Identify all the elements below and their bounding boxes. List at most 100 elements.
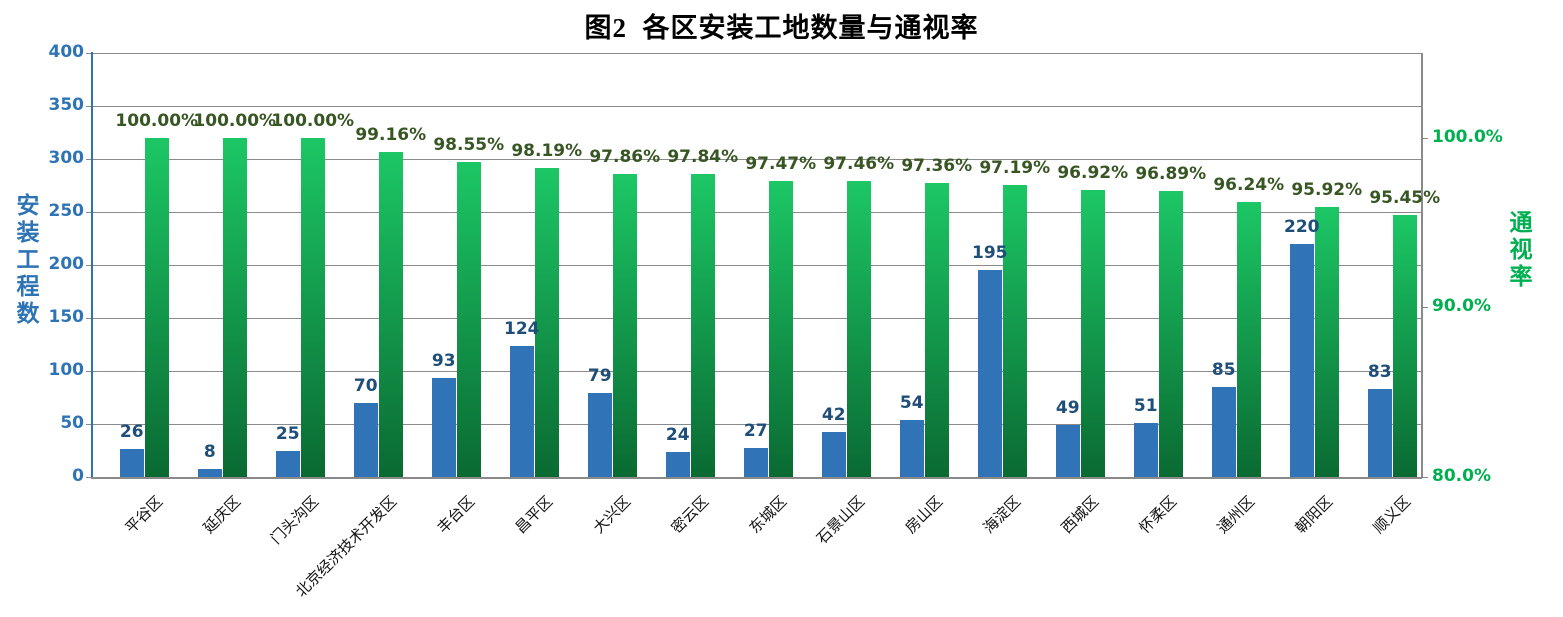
left-axis-line — [91, 52, 93, 478]
left-tick-label: 350 — [48, 95, 85, 115]
left-axis-tick — [86, 265, 93, 266]
left-axis-tick — [86, 106, 93, 107]
category-label: 海淀区 — [981, 493, 1025, 537]
category-label: 东城区 — [747, 493, 791, 537]
left-axis-title: 安装工程数 — [13, 193, 38, 328]
left-tick-label: 200 — [48, 254, 85, 274]
rate-label: 97.86% — [589, 147, 661, 168]
rate-label: 100.00% — [271, 110, 355, 131]
bar-visibility-rate — [924, 182, 949, 477]
left-tick-label: 150 — [48, 307, 85, 327]
bar-installations — [588, 393, 612, 477]
left-tick-label: 100 — [48, 360, 85, 380]
grid-line — [93, 371, 1421, 372]
bar-installations — [1212, 386, 1236, 477]
count-label: 25 — [275, 423, 300, 444]
bar-installations — [666, 451, 690, 477]
count-label: 54 — [899, 392, 924, 413]
rate-label: 99.16% — [355, 125, 427, 146]
rate-label: 95.45% — [1369, 187, 1441, 208]
rate-label: 100.00% — [115, 110, 199, 131]
bar-installations — [198, 468, 222, 477]
bar-visibility-rate — [690, 174, 715, 477]
count-label: 27 — [743, 421, 768, 442]
count-label: 8 — [203, 441, 216, 462]
category-label: 门头沟区 — [268, 493, 323, 548]
left-axis-tick — [86, 53, 93, 54]
left-axis-tick — [86, 371, 93, 372]
count-label: 124 — [504, 318, 540, 339]
rate-label: 97.19% — [979, 158, 1051, 179]
bar-installations — [1056, 425, 1080, 477]
bar-installations — [1134, 422, 1158, 477]
rate-label: 98.19% — [511, 141, 583, 162]
category-label: 昌平区 — [513, 493, 557, 537]
bar-installations — [900, 419, 924, 477]
bar-visibility-rate — [1158, 190, 1183, 477]
left-axis-tick — [86, 212, 93, 213]
count-label: 83 — [1367, 362, 1392, 383]
rate-label: 96.92% — [1057, 163, 1129, 184]
category-label: 通州区 — [1215, 493, 1259, 537]
count-label: 85 — [1211, 359, 1236, 380]
left-tick-label: 0 — [72, 466, 84, 486]
left-axis-tick — [86, 424, 93, 425]
category-label: 房山区 — [903, 493, 947, 537]
rate-label: 100.00% — [193, 110, 277, 131]
bar-installations — [1290, 243, 1314, 477]
rate-label: 97.36% — [901, 155, 973, 176]
count-label: 70 — [353, 375, 378, 396]
bar-installations — [1368, 389, 1392, 477]
count-label: 93 — [431, 351, 456, 372]
category-label: 西城区 — [1059, 493, 1103, 537]
count-label: 79 — [587, 366, 612, 387]
rate-label: 97.46% — [823, 153, 895, 174]
bar-installations — [354, 402, 378, 477]
bar-visibility-rate — [768, 180, 793, 477]
left-axis-tick — [86, 159, 93, 160]
bar-visibility-rate — [222, 137, 247, 477]
left-tick-label: 50 — [60, 413, 84, 433]
bar-visibility-rate — [534, 168, 559, 477]
count-label: 49 — [1055, 398, 1080, 419]
category-label: 丰台区 — [435, 493, 479, 537]
bar-visibility-rate — [1392, 214, 1417, 477]
bar-installations — [744, 448, 768, 477]
category-label: 延庆区 — [201, 493, 245, 537]
bar-installations — [432, 378, 456, 477]
bar-visibility-rate — [1314, 206, 1339, 477]
bar-installations — [276, 450, 300, 477]
count-label: 42 — [821, 405, 846, 426]
count-label: 24 — [665, 424, 690, 445]
category-label: 平谷区 — [123, 493, 167, 537]
bar-installations — [822, 432, 846, 477]
grid-line — [93, 106, 1421, 107]
category-label: 密云区 — [669, 493, 713, 537]
right-tick-label: 100.0% — [1432, 126, 1503, 147]
bar-visibility-rate — [300, 137, 325, 477]
grid-line — [93, 212, 1421, 213]
left-tick-label: 250 — [48, 201, 85, 221]
left-axis-tick — [86, 477, 93, 478]
rate-label: 96.89% — [1135, 163, 1207, 184]
left-tick-label: 400 — [48, 42, 85, 62]
count-label: 195 — [972, 243, 1008, 264]
bar-installations — [120, 449, 144, 477]
grid-line — [93, 424, 1421, 425]
bar-visibility-rate — [1002, 185, 1027, 477]
right-axis-tick — [1421, 477, 1428, 478]
rate-label: 97.47% — [745, 153, 817, 174]
grid-line — [93, 159, 1421, 160]
bar-installations — [510, 345, 534, 477]
count-label: 51 — [1133, 395, 1158, 416]
grid-line — [93, 265, 1421, 266]
rate-label: 97.84% — [667, 147, 739, 168]
rate-label: 98.55% — [433, 135, 505, 156]
left-tick-label: 300 — [48, 148, 85, 168]
count-label: 26 — [119, 422, 144, 443]
bottom-axis-line — [91, 477, 1422, 479]
chart-title: 图2 各区安装工地数量与通视率 — [584, 13, 979, 43]
right-axis-tick — [1421, 137, 1428, 139]
bar-installations — [978, 270, 1002, 477]
